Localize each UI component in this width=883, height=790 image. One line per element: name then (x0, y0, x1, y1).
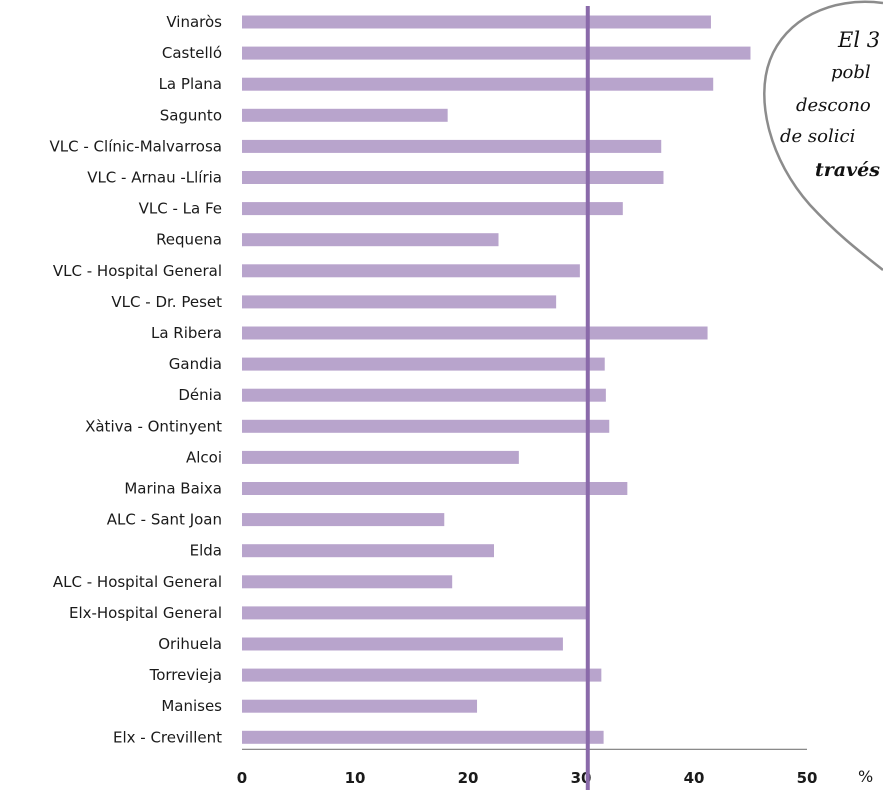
category-label: Dénia (178, 386, 222, 404)
bar (242, 482, 628, 495)
bar (242, 202, 623, 216)
bar (242, 326, 708, 340)
bar (242, 233, 499, 247)
category-label: Orihuela (158, 635, 222, 653)
x-tick-label: 20 (458, 769, 479, 787)
callout-bubble: El 3 pobl descono de solici través (763, 0, 883, 271)
category-label: Sagunto (160, 106, 222, 124)
bar (242, 139, 662, 153)
x-unit-label: % (858, 767, 873, 786)
category-label: Elx - Crevillent (113, 728, 222, 746)
bar (242, 544, 494, 558)
x-tick-label: 50 (797, 769, 818, 787)
bar (242, 637, 563, 651)
bar (242, 264, 580, 278)
callout-line-1: El 3 (837, 28, 880, 52)
category-label: VLC - La Fe (139, 200, 222, 218)
x-tick-labels: 0 10 20 30 40 50 (237, 769, 818, 787)
category-label: Elx-Hospital General (69, 604, 222, 622)
category-label: VLC - Dr. Peset (111, 293, 222, 311)
callout-line-3: descono (796, 95, 871, 116)
category-label: Xàtiva - Ontinyent (85, 417, 222, 435)
bar (242, 606, 587, 620)
callout-ellipse (763, 0, 883, 271)
bar (242, 295, 557, 309)
bar (242, 388, 606, 402)
category-label: La Ribera (151, 324, 222, 342)
bar (242, 108, 448, 122)
bars-group (242, 15, 751, 744)
callout-line-5: través (815, 159, 880, 181)
category-label: VLC - Arnau -Llíria (87, 169, 222, 187)
bar (242, 575, 453, 589)
x-tick-label: 0 (237, 769, 247, 787)
category-label: Castelló (162, 44, 222, 62)
category-label: Alcoi (186, 448, 222, 466)
category-label: Torrevieja (149, 666, 222, 684)
category-labels: Vinaròs Castelló La Plana Sagunto VLC - Clín… (50, 13, 223, 746)
category-label: Vinaròs (166, 13, 222, 31)
x-tick-label: 40 (684, 769, 705, 787)
category-label: La Plana (159, 75, 222, 93)
category-label: Requena (156, 231, 222, 249)
callout-line-2: pobl (831, 62, 871, 83)
bar (242, 46, 751, 60)
category-label: Gandia (169, 355, 222, 373)
category-label: ALC - Sant Joan (107, 511, 222, 529)
bar (242, 77, 714, 91)
category-label: Elda (190, 542, 222, 560)
bar (242, 730, 604, 744)
callout-line-4: de solici (780, 126, 855, 147)
category-label: Marina Baixa (124, 480, 222, 498)
bar (242, 171, 664, 184)
bar (242, 357, 605, 371)
category-label: VLC - Clínic-Malvarrosa (50, 137, 222, 155)
bar (242, 419, 610, 433)
bar (242, 513, 445, 527)
category-label: VLC - Hospital General (53, 262, 222, 280)
x-tick-label: 10 (345, 769, 366, 787)
bar (242, 699, 478, 713)
bar (242, 15, 711, 29)
category-label: Manises (161, 697, 222, 715)
category-label: ALC - Hospital General (53, 573, 222, 591)
bar (242, 450, 519, 464)
bar (242, 668, 602, 682)
